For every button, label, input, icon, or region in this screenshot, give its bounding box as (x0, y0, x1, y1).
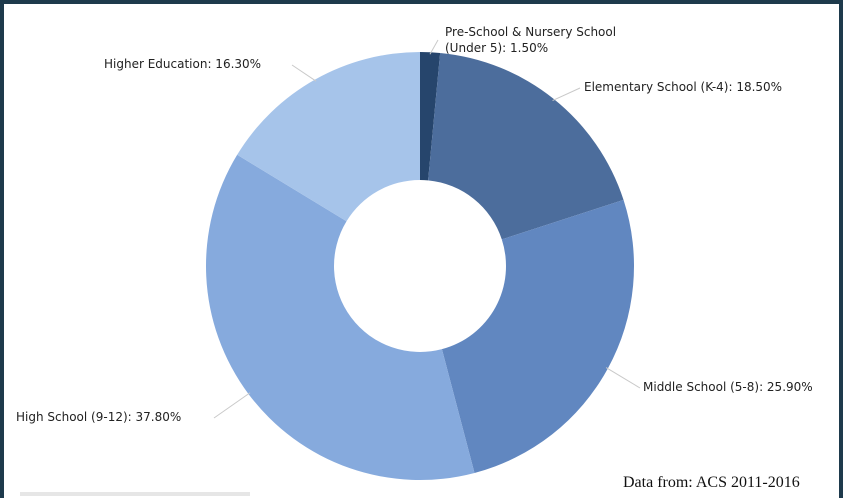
leader-line (552, 87, 581, 102)
label-higher-education: Higher Education: 16.30% (104, 57, 261, 71)
leader-lines (213, 39, 641, 419)
slice-preschool (420, 52, 441, 181)
leader-line (291, 64, 317, 82)
donut-slices (205, 52, 634, 480)
leader-line (429, 39, 439, 55)
slice-labels: Pre-School & Nursery School (Under 5): 1… (16, 25, 813, 424)
label-high: High School (9-12): 37.80% (16, 410, 181, 424)
label-elementary: Elementary School (K-4): 18.50% (584, 80, 782, 94)
slice-higher-education (237, 52, 420, 222)
leader-line (605, 367, 641, 389)
data-source-note: Data from: ACS 2011-2016 (623, 474, 800, 491)
bottom-scroll-strip (20, 492, 250, 496)
slice-elementary (428, 52, 624, 240)
slice-high (205, 154, 475, 480)
leader-line (213, 392, 251, 419)
label-middle: Middle School (5-8): 25.90% (643, 380, 813, 394)
label-preschool-line2: (Under 5): 1.50% (445, 41, 548, 55)
slice-middle (441, 199, 634, 473)
label-preschool-line1: Pre-School & Nursery School (445, 25, 616, 39)
